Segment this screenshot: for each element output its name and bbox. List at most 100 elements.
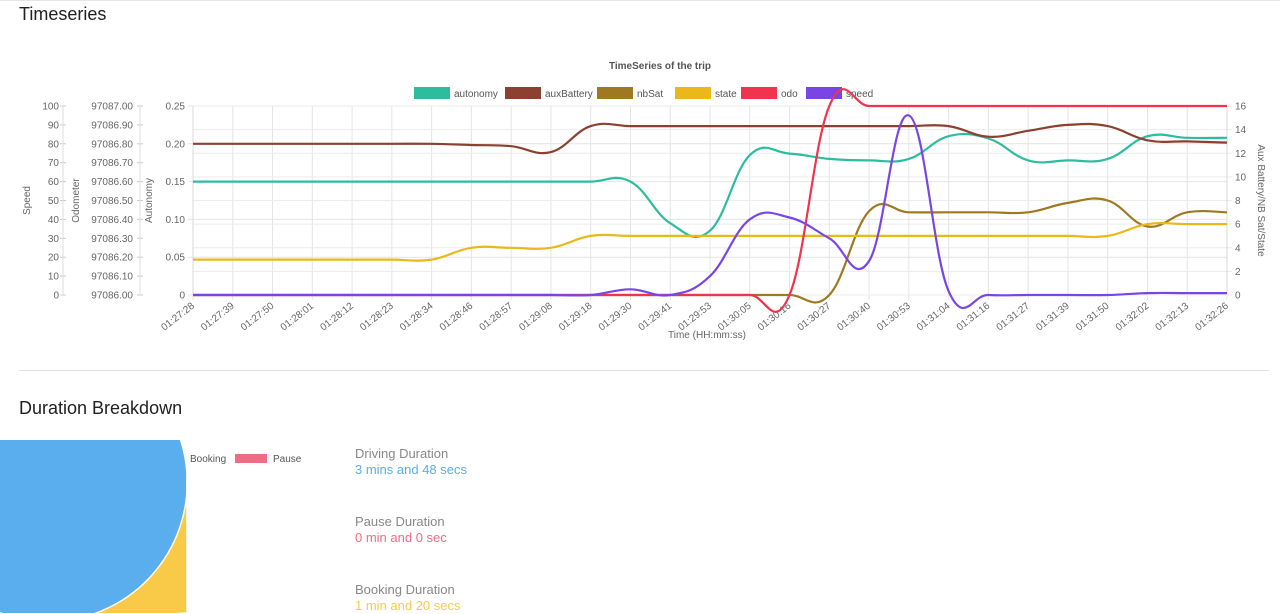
x-tick-label: 01:27:39	[199, 300, 237, 333]
y-tick-label: 30	[48, 234, 60, 245]
driving-duration-value: 3 mins and 48 secs	[355, 462, 468, 477]
series-line-auxBattery	[193, 122, 1228, 155]
legend-swatch	[505, 87, 541, 99]
y-tick-label: 12	[1235, 149, 1247, 160]
y-tick-label: 40	[48, 215, 60, 226]
y-axis-aux: 0 2 4 6 8 10 12 14 16 Aux Battery/NB Sat/State	[1235, 102, 1266, 302]
y-tick-label: 97086.10	[91, 272, 133, 283]
chart-title: TimeSeries of the trip	[609, 61, 711, 72]
series-line-autonomy	[193, 132, 1228, 238]
x-tick-label: 01:27:28	[159, 300, 197, 333]
legend-label: state	[715, 89, 737, 100]
legend-label: odo	[781, 89, 798, 100]
y-tick-label: 10	[48, 272, 60, 283]
y-tick-label: 8	[1235, 196, 1241, 207]
x-tick-label: 01:32:26	[1193, 300, 1231, 333]
y-tick-label: 97086.30	[91, 234, 133, 245]
booking-duration-stat: Booking Duration 1 min and 20 secs	[355, 582, 461, 614]
y-axis-speed: 0 10 20 30 40 50 60 70 80 90 100 Speed	[22, 102, 66, 302]
legend-swatch	[414, 87, 450, 99]
x-tick-label: 01:29:53	[676, 300, 714, 333]
x-tick-label: 01:31:39	[1034, 300, 1072, 333]
legend-item-state: state	[675, 87, 737, 100]
legend-item-speed: speed	[806, 87, 873, 100]
y-tick-label: 10	[1235, 172, 1247, 183]
x-tick-label: 01:28:46	[438, 300, 476, 333]
y-tick-label: 90	[48, 120, 60, 131]
legend-label: auxBattery	[545, 89, 593, 100]
x-axis: 01:27:28 01:27:39 01:27:50 01:28:01 01:28:12…	[159, 300, 1231, 341]
x-tick-label: 01:29:18	[557, 300, 595, 333]
legend-swatch	[741, 87, 777, 99]
y-tick-label: 97086.60	[91, 177, 133, 188]
timeseries-chart: TimeSeries of the trip autonomy auxBattery…	[22, 61, 1266, 341]
legend-swatch	[806, 87, 842, 99]
x-tick-label: 01:30:16	[756, 300, 794, 333]
x-tick-label: 01:29:08	[517, 300, 555, 333]
booking-duration-label: Booking Duration	[355, 582, 455, 597]
y-axis-title: Odometer	[71, 178, 82, 223]
y-axis-title: Speed	[22, 186, 33, 215]
y-tick-label: 0	[179, 291, 185, 302]
y-tick-label: 70	[48, 158, 60, 169]
y-tick-label: 97086.90	[91, 120, 133, 131]
legend-item-auxBattery: auxBattery	[505, 87, 593, 100]
y-tick-label: 0	[1235, 291, 1241, 302]
section-divider	[19, 370, 1269, 371]
x-tick-label: 01:29:30	[597, 300, 635, 333]
legend-swatch	[235, 454, 267, 463]
y-tick-label: 20	[48, 253, 60, 264]
chart-grid	[188, 105, 1232, 300]
y-tick-label: 97087.00	[91, 102, 133, 113]
series-line-speed	[193, 114, 1227, 309]
y-tick-label: 80	[48, 139, 60, 150]
y-tick-label: 6	[1235, 220, 1241, 231]
y-tick-label: 16	[1235, 102, 1247, 113]
x-tick-label: 01:31:04	[915, 300, 953, 333]
pie-legend-item-pause: Pause	[235, 454, 302, 465]
y-tick-label: 97086.00	[91, 291, 133, 302]
y-tick-label: 0.10	[166, 215, 186, 226]
pie-slice-driving	[0, 440, 188, 613]
legend-label: nbSat	[637, 89, 663, 100]
legend-label: Pause	[273, 454, 302, 465]
x-tick-label: 01:28:12	[318, 300, 356, 333]
y-tick-label: 0.15	[166, 177, 186, 188]
y-axis-title: Aux Battery/NB Sat/State	[1255, 144, 1266, 257]
y-tick-label: 97086.50	[91, 196, 133, 207]
y-tick-label: 97086.40	[91, 215, 133, 226]
y-tick-label: 0.20	[166, 139, 186, 150]
duration-breakdown-heading: Duration Breakdown	[19, 398, 183, 418]
top-rule	[0, 0, 1280, 1]
x-tick-label: 01:28:57	[478, 300, 516, 333]
pie-slice-booking	[93, 473, 189, 613]
timeseries-heading: Timeseries	[19, 4, 107, 24]
legend-item-nbSat: nbSat	[597, 87, 663, 100]
y-axis-title: Autonomy	[144, 178, 155, 223]
x-tick-label: 01:27:50	[239, 300, 277, 333]
legend-label: Booking	[190, 454, 226, 465]
x-tick-label: 01:30:27	[796, 300, 834, 333]
chart-legend: autonomy auxBattery nbSat state odo speed	[414, 87, 873, 100]
y-tick-label: 97086.20	[91, 253, 133, 264]
x-tick-label: 01:29:41	[637, 300, 675, 333]
y-tick-label: 4	[1235, 243, 1241, 254]
legend-item-autonomy: autonomy	[414, 87, 498, 100]
y-tick-label: 14	[1235, 125, 1247, 136]
x-tick-label: 01:28:34	[398, 300, 436, 333]
y-tick-label: 2	[1235, 267, 1241, 278]
y-tick-label: 97086.70	[91, 158, 133, 169]
y-tick-label: 0.05	[166, 253, 186, 264]
x-tick-label: 01:31:50	[1074, 300, 1112, 333]
x-tick-label: 01:31:16	[955, 300, 993, 333]
pause-duration-stat: Pause Duration 0 min and 0 sec	[355, 514, 447, 546]
y-axis-autonomy: 0 0.05 0.10 0.15 0.20 0.25 Autonomy	[144, 102, 185, 302]
legend-swatch	[675, 87, 711, 99]
driving-duration-label: Driving Duration	[355, 446, 449, 461]
x-tick-label: 01:28:23	[358, 300, 396, 333]
legend-label: autonomy	[454, 89, 498, 100]
legend-swatch	[597, 87, 633, 99]
y-tick-label: 0	[53, 291, 59, 302]
x-tick-label: 01:32:02	[1114, 300, 1152, 333]
y-tick-label: 0.25	[166, 102, 186, 113]
